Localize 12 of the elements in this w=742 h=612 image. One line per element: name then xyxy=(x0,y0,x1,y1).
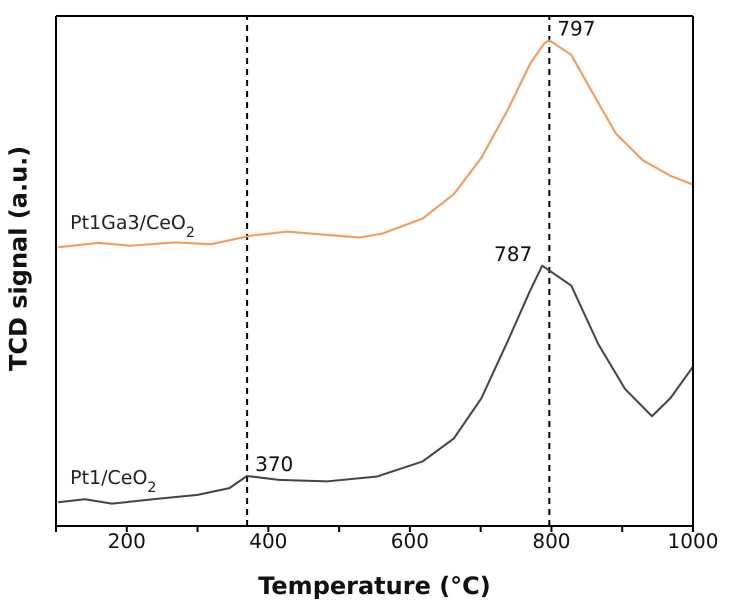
x-tick-label: 200 xyxy=(108,529,146,554)
y-axis-title: TCD signal (a.u.) xyxy=(4,146,33,371)
annotation: 370 xyxy=(255,452,294,476)
x-tick-label: 400 xyxy=(249,529,288,554)
x-tick-label: 800 xyxy=(532,529,571,554)
annotation: 797 xyxy=(557,16,596,40)
series-label: Pt1Ga3/CeO$_{2}$ xyxy=(70,212,195,242)
x-tick-label: 1000 xyxy=(668,529,718,554)
x-tick-label: 600 xyxy=(390,529,429,554)
series-label: Pt1/CeO$_{2}$ xyxy=(70,467,157,496)
x-axis-title: Temperature (°C) xyxy=(258,572,491,600)
annotation: 787 xyxy=(494,242,532,266)
